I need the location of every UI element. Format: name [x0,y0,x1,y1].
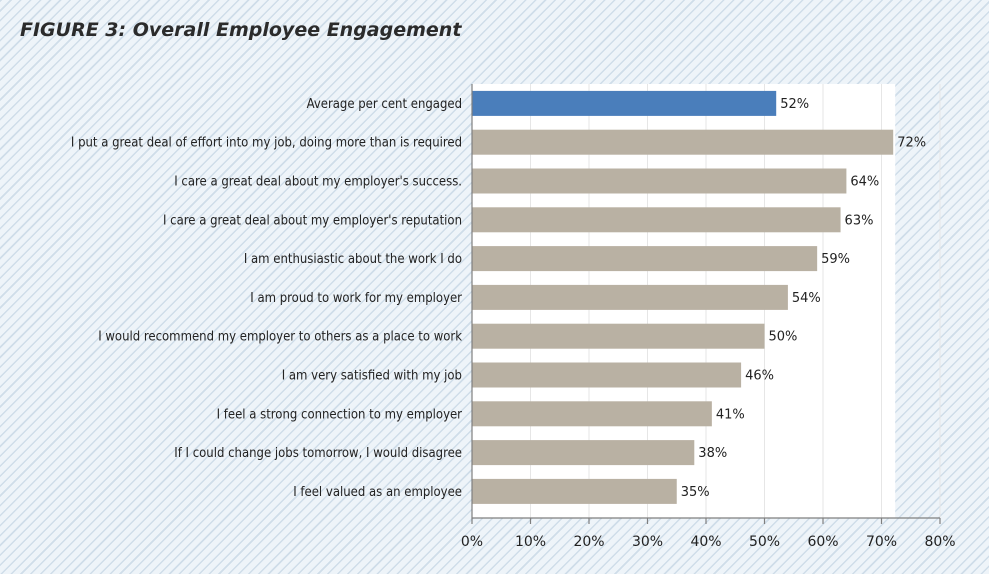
x-tick-label-40: 40% [690,534,721,550]
bar-2 [472,168,847,194]
bar-8 [472,401,712,427]
bar-3 [472,207,841,233]
x-tick-label-30: 30% [632,534,663,550]
value-label-10: 35% [681,485,710,500]
value-label-9: 38% [698,446,727,461]
category-label-9: If I could change jobs tomorrow, I would… [174,446,462,461]
category-label-1: I put a great deal of effort into my job… [71,136,462,151]
value-label-2: 64% [850,175,879,190]
value-label-4: 59% [821,252,850,267]
value-label-8: 41% [716,407,745,422]
value-label-5: 54% [792,291,821,306]
value-label-3: 63% [845,213,874,228]
bar-0 [472,90,777,116]
x-tick-label-60: 60% [807,534,838,550]
chart-title: FIGURE 3: Overall Employee Engagement [20,19,462,41]
category-label-7: I am very satisfied with my job [282,369,462,384]
x-tick-label-0: 0% [461,534,483,550]
category-label-0: Average per cent engaged [307,97,462,112]
category-label-5: I am proud to work for my employer [250,291,462,306]
category-label-3: I care a great deal about my employer's … [163,213,462,228]
bar-7 [472,362,742,388]
category-label-4: I am enthusiastic about the work I do [244,252,462,267]
x-tick-label-50: 50% [749,534,780,550]
category-label-2: I care a great deal about my employer's … [174,175,462,190]
x-tick-label-10: 10% [515,534,546,550]
bar-5 [472,284,788,310]
category-label-8: I feel a strong connection to my employe… [217,407,463,422]
x-tick-label-70: 70% [866,534,897,550]
category-label-6: I would recommend my employer to others … [98,330,462,345]
bar-4 [472,246,818,272]
category-label-10: I feel valued as an employee [293,485,462,500]
bar-10 [472,478,677,504]
bar-9 [472,440,695,466]
value-label-7: 46% [745,369,774,384]
x-tick-label-80: 80% [924,534,955,550]
bar-1 [472,129,894,155]
value-label-0: 52% [780,97,809,112]
value-label-1: 72% [897,136,926,151]
value-label-6: 50% [769,330,798,345]
bar-6 [472,323,765,349]
x-tick-label-20: 20% [573,534,604,550]
